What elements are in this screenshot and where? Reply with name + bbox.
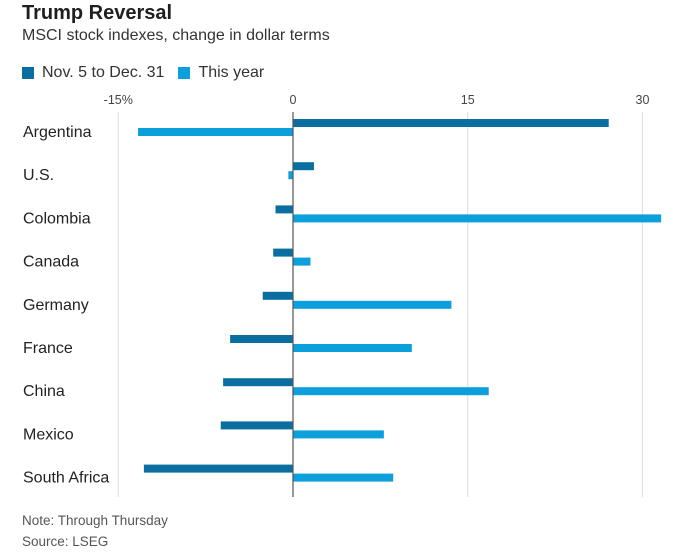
chart-title: Trump Reversal <box>22 2 173 24</box>
category-label: South Africa <box>23 470 109 487</box>
bar-series-2 <box>138 128 293 136</box>
x-tick-label: -15% <box>104 93 133 107</box>
legend-swatch-series-2 <box>178 67 191 79</box>
legend: Nov. 5 to Dec. 31 This year <box>22 64 278 82</box>
category-label: Colombia <box>23 210 91 227</box>
bar-series-2 <box>293 387 489 396</box>
bar-series-1 <box>230 335 293 343</box>
bar-series-2 <box>293 214 662 223</box>
x-tick-label: 0 <box>290 93 297 107</box>
x-tick-label: 15 <box>461 93 475 107</box>
chart-source: Source: LSEG <box>22 534 109 549</box>
legend-item-series-2: This year <box>178 64 264 82</box>
legend-item-series-1: Nov. 5 to Dec. 31 <box>22 64 164 82</box>
legend-label-series-2: This year <box>198 64 265 81</box>
category-label: Mexico <box>23 426 74 443</box>
category-label: Canada <box>23 254 79 271</box>
bar-series-1 <box>143 464 293 473</box>
legend-swatch-series-1 <box>22 67 34 79</box>
bar-series-2 <box>293 300 452 309</box>
bar-series-1 <box>273 248 293 257</box>
bar-series-2 <box>293 344 412 352</box>
category-label: France <box>23 340 73 357</box>
bar-series-1 <box>293 162 314 171</box>
legend-label-series-1: Nov. 5 to Dec. 31 <box>42 64 165 81</box>
bar-series-2 <box>293 430 384 439</box>
chart-note: Note: Through Thursday <box>22 513 168 528</box>
category-label: China <box>23 383 65 400</box>
x-tick-label: 30 <box>636 93 650 107</box>
category-label: Germany <box>23 297 89 314</box>
bar-series-2 <box>288 171 293 180</box>
bar-series-1 <box>223 378 293 387</box>
bar-series-1 <box>262 291 293 300</box>
bar-series-2 <box>293 473 394 482</box>
bar-series-1 <box>220 421 293 430</box>
category-label: Argentina <box>23 124 92 141</box>
bar-series-1 <box>275 205 293 214</box>
category-label: U.S. <box>23 167 54 184</box>
chart-subtitle: MSCI stock indexes, change in dollar ter… <box>22 27 330 44</box>
bar-series-1 <box>293 119 609 127</box>
bar-series-2 <box>293 257 311 266</box>
